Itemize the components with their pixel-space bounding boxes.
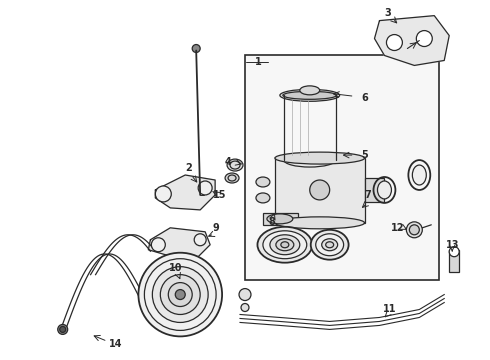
- Text: 13: 13: [445, 240, 459, 250]
- Bar: [263, 213, 298, 225]
- Ellipse shape: [270, 235, 300, 255]
- Ellipse shape: [283, 91, 337, 99]
- Ellipse shape: [263, 231, 307, 259]
- Circle shape: [151, 238, 165, 252]
- Ellipse shape: [326, 242, 334, 248]
- Polygon shape: [374, 15, 449, 66]
- Ellipse shape: [267, 214, 293, 224]
- Ellipse shape: [256, 177, 270, 187]
- Circle shape: [241, 303, 249, 311]
- Text: 12: 12: [391, 223, 404, 233]
- Ellipse shape: [281, 242, 289, 248]
- Circle shape: [175, 289, 185, 300]
- Ellipse shape: [284, 153, 336, 167]
- Text: 3: 3: [384, 8, 391, 18]
- Text: 4: 4: [225, 157, 231, 167]
- Ellipse shape: [275, 217, 365, 229]
- Circle shape: [310, 180, 330, 200]
- Polygon shape: [148, 228, 210, 260]
- Ellipse shape: [257, 227, 312, 263]
- Ellipse shape: [413, 165, 426, 185]
- Text: 9: 9: [213, 223, 220, 233]
- Text: 8: 8: [269, 217, 275, 227]
- Ellipse shape: [276, 239, 294, 251]
- Circle shape: [409, 225, 419, 235]
- Circle shape: [416, 31, 432, 46]
- Ellipse shape: [322, 239, 338, 251]
- Ellipse shape: [280, 89, 340, 101]
- Circle shape: [58, 324, 68, 334]
- Bar: [365, 178, 385, 202]
- Ellipse shape: [275, 152, 365, 164]
- Ellipse shape: [256, 193, 270, 203]
- Ellipse shape: [227, 159, 243, 171]
- Text: 11: 11: [383, 305, 396, 315]
- Circle shape: [155, 186, 172, 202]
- Bar: [449, 250, 459, 272]
- Circle shape: [138, 253, 222, 336]
- Text: 7: 7: [364, 190, 371, 200]
- Text: 1: 1: [255, 58, 261, 67]
- Ellipse shape: [316, 234, 343, 256]
- Circle shape: [192, 45, 200, 53]
- Ellipse shape: [225, 173, 239, 183]
- Circle shape: [387, 35, 402, 50]
- Text: 10: 10: [169, 263, 182, 273]
- Bar: [275, 158, 365, 223]
- Ellipse shape: [311, 230, 348, 260]
- Text: 2: 2: [185, 163, 192, 173]
- Circle shape: [60, 327, 66, 332]
- Text: 14: 14: [109, 339, 122, 349]
- Circle shape: [198, 181, 212, 195]
- Text: 15: 15: [213, 190, 227, 200]
- Circle shape: [194, 234, 206, 246]
- Ellipse shape: [300, 86, 319, 95]
- Circle shape: [449, 247, 459, 257]
- Circle shape: [168, 283, 192, 306]
- Circle shape: [152, 267, 208, 323]
- Circle shape: [406, 222, 422, 238]
- Circle shape: [239, 289, 251, 301]
- Text: 6: 6: [361, 93, 368, 103]
- Ellipse shape: [377, 181, 392, 199]
- Text: 5: 5: [361, 150, 368, 160]
- Bar: [245, 55, 439, 280]
- Polygon shape: [155, 175, 215, 210]
- Circle shape: [160, 275, 200, 315]
